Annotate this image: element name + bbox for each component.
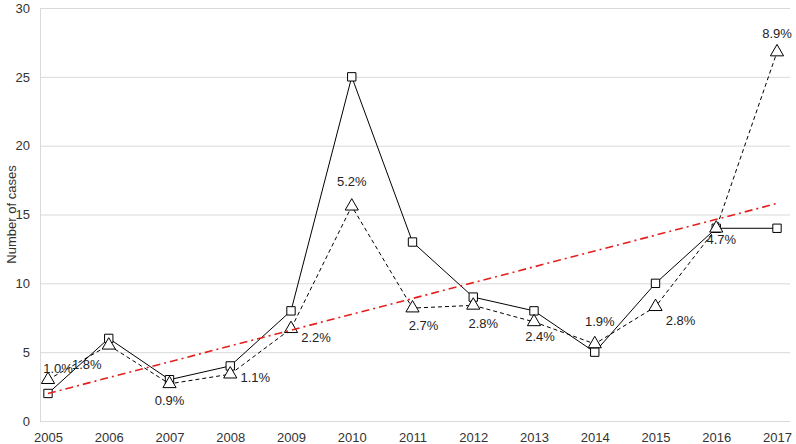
x-axis-line — [49, 421, 778, 422]
x-axis: 2005 2006 2007 2008 2009 2010 2011 2012 2013 2014… — [34, 421, 792, 444]
x-tick: 2011 — [399, 421, 427, 444]
chart: 0510152025302005200620072008200920102011… — [0, 0, 796, 444]
y-tick-label: 0 — [23, 414, 30, 429]
y-tick: 30 — [16, 1, 790, 16]
y-tick-label: 5 — [23, 345, 30, 360]
series-marker — [287, 307, 295, 315]
annotation: 2.7% — [409, 318, 439, 333]
x-tick-label: 2017 — [763, 430, 792, 444]
annotation: 1.0% — [43, 361, 73, 376]
series-marker — [163, 376, 176, 387]
series-line — [48, 77, 777, 394]
x-tick: 2007 — [156, 421, 185, 444]
series-marker — [348, 73, 356, 81]
x-tick: 2012 — [459, 421, 488, 444]
grid-line — [40, 421, 790, 422]
x-tick-label: 2007 — [156, 430, 185, 444]
annotation: 1.9% — [585, 314, 615, 329]
series-marker — [467, 298, 480, 309]
x-tick: 2017 — [763, 421, 792, 444]
x-tick-label: 2016 — [702, 430, 731, 444]
annotation: 5.2% — [337, 174, 367, 189]
x-tick-label: 2013 — [520, 430, 549, 444]
series-marker — [649, 299, 662, 310]
series-marker — [773, 224, 781, 232]
x-tick: 2009 — [277, 421, 306, 444]
series-marker — [527, 314, 540, 325]
series-line — [48, 52, 777, 384]
x-tick-label: 2015 — [642, 430, 671, 444]
annotation: 2.8% — [468, 316, 498, 331]
y-axis: 051015202530 — [16, 1, 790, 429]
y-tick: 0 — [23, 414, 790, 429]
grid-line — [40, 146, 790, 147]
x-tick-label: 2012 — [459, 430, 488, 444]
series-marker — [224, 367, 237, 378]
y-tick: 5 — [23, 345, 790, 360]
x-tick: 2010 — [338, 421, 367, 444]
grid-line — [40, 215, 790, 216]
annotation: 2.8% — [666, 313, 696, 328]
plot-area — [41, 44, 783, 397]
annotation: 1.1% — [240, 370, 270, 385]
y-tick-label: 10 — [16, 276, 30, 291]
y-tick-label: 25 — [16, 69, 30, 84]
series-marker — [651, 279, 659, 287]
x-tick: 2005 — [34, 421, 63, 444]
x-tick-label: 2008 — [216, 430, 245, 444]
grid-line — [40, 283, 790, 284]
annotation: 0.9% — [155, 393, 185, 408]
x-tick-label: 2005 — [34, 430, 63, 444]
annotation: 1.8% — [72, 357, 102, 372]
grid-line — [40, 8, 790, 9]
x-tick-label: 2010 — [338, 430, 367, 444]
y-tick-label: 30 — [16, 1, 30, 16]
series-marker — [770, 44, 783, 55]
annotation: 2.2% — [301, 330, 331, 345]
x-tick: 2016 — [702, 421, 731, 444]
annotation: 4.7% — [706, 232, 736, 247]
series-line — [48, 203, 777, 393]
series-marker — [102, 338, 115, 349]
annotation: 2.4% — [525, 329, 555, 344]
series-marker — [588, 336, 601, 347]
x-tick: 2008 — [216, 421, 245, 444]
series-marker — [591, 348, 599, 356]
x-tick: 2014 — [581, 421, 610, 444]
x-tick: 2006 — [95, 421, 124, 444]
y-tick: 10 — [16, 276, 790, 291]
x-tick: 2015 — [642, 421, 671, 444]
x-tick-label: 2014 — [581, 430, 610, 444]
series-marker — [345, 199, 358, 210]
y-tick: 25 — [16, 69, 790, 84]
grid-line — [40, 77, 790, 78]
grid-line — [40, 352, 790, 353]
series-marker — [406, 301, 419, 312]
x-tick-label: 2006 — [95, 430, 124, 444]
x-tick-label: 2009 — [277, 430, 306, 444]
series-marker — [710, 221, 723, 232]
y-tick-label: 20 — [16, 138, 30, 153]
series-marker — [408, 238, 416, 246]
annotation: 8.9% — [762, 26, 792, 41]
x-tick: 2013 — [520, 421, 549, 444]
x-tick-label: 2011 — [399, 430, 427, 444]
y-axis-title: Number of cases — [4, 165, 19, 264]
y-tick: 20 — [16, 138, 790, 153]
